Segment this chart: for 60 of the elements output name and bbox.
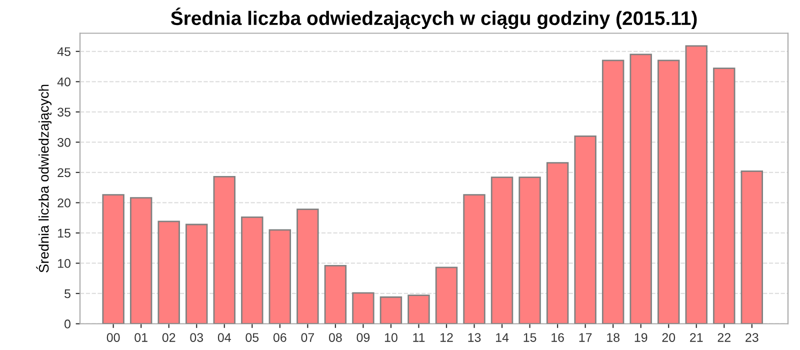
x-tick-label: 04 [218,333,231,342]
y-tick-label: 0 [64,320,70,328]
x-tick-label: 20 [662,333,676,342]
x-tick-label: 05 [246,333,259,342]
x-tick-label: 16 [552,333,564,342]
y-tick-label: 25 [58,168,70,178]
y-axis-title: Średnia liczba odwiedzających [36,84,52,272]
y-tick-label: 45 [57,47,70,56]
x-tick-label: 11 [413,333,425,342]
x-tick-label: 10 [384,333,398,342]
bar [685,45,708,324]
x-tick-label: 09 [356,333,370,342]
bar [490,176,514,324]
x-tick-label: 15 [524,333,536,342]
bar [241,216,264,324]
bar [435,266,458,324]
x-tick-label: 07 [301,333,314,342]
bar [602,60,624,324]
bar [352,292,374,324]
y-tick-label: 20 [58,198,70,208]
x-tick-label: 13 [468,333,481,342]
bar [102,194,124,324]
x-tick-label: 08 [328,333,342,342]
bar [268,229,292,324]
bar [186,224,208,324]
bar [324,264,347,324]
x-tick-label: 18 [607,333,620,342]
bar [130,197,152,324]
x-tick-label: 06 [273,333,286,342]
bar [158,220,180,324]
y-tick-label: 40 [57,77,70,86]
x-tick-label: 03 [190,333,204,342]
chart-title: Średnia liczba odwiedzających w ciągu godziny (2015.11) [170,8,697,30]
bar [408,294,430,324]
x-tick-label: 14 [496,333,509,342]
bar [296,208,319,324]
y-tick-label: 5 [64,289,70,298]
y-tick-label: 35 [58,108,70,117]
bar [380,296,402,324]
bar [574,135,596,324]
x-tick-label: 21 [690,333,703,342]
bar [213,176,236,324]
bar [546,162,569,324]
x-tick-label: 12 [440,333,453,342]
x-tick-label: 17 [579,333,592,342]
bar [518,176,541,324]
bar [740,170,764,324]
bar [658,60,680,324]
x-tick-label: 23 [746,333,758,342]
x-tick-label: 22 [718,333,730,342]
bar [713,68,736,324]
y-tick-label: 30 [58,138,70,147]
x-tick-label: 19 [634,333,648,342]
y-tick-label: 10 [58,259,70,268]
x-tick-label: 02 [162,333,176,342]
bar [630,54,652,324]
y-tick-label: 15 [58,228,70,238]
x-tick-label: 01 [134,333,148,342]
bar [463,194,486,324]
x-tick-label: 00 [106,333,120,342]
